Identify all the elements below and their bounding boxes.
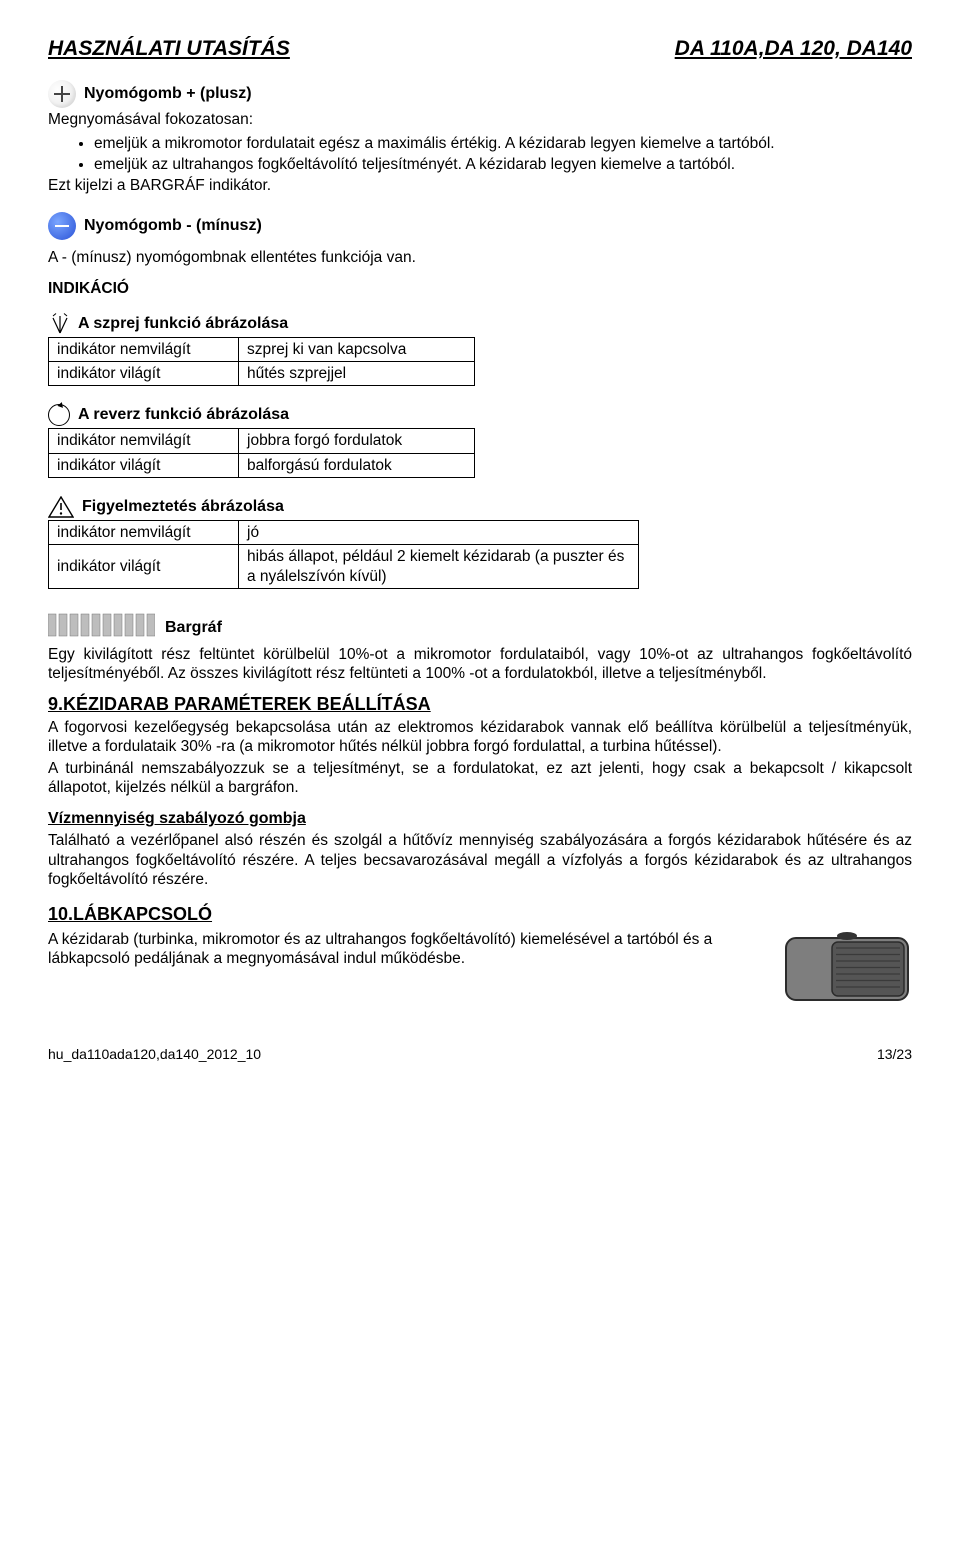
reverse-title: A reverz funkció ábrázolása	[78, 405, 289, 425]
minus-title: Nyomógomb - (mínusz)	[84, 216, 262, 236]
plus-item-1: emeljük az ultrahangos fogkőeltávolító t…	[94, 155, 912, 174]
spray-title: A szprej funkció ábrázolása	[78, 314, 288, 334]
spray-table: indikátor nemvilágítszprej ki van kapcso…	[48, 337, 475, 387]
warn-r1c1: indikátor nemvilágít	[49, 521, 239, 545]
reverse-icon	[48, 404, 70, 426]
plus-intro: Megnyomásával fokozatosan:	[48, 110, 912, 129]
doc-header-left: HASZNÁLATI UTASÍTÁS	[48, 36, 290, 62]
spray-r1c1: indikátor nemvilágít	[49, 337, 239, 361]
spray-icon	[48, 313, 72, 335]
doc-header-right: DA 110A,DA 120, DA140	[675, 36, 912, 62]
bargraf-text: Egy kivilágított rész feltüntet körülbel…	[48, 645, 912, 684]
footer-left: hu_da110ada120,da140_2012_10	[48, 1046, 261, 1064]
reverse-r2c1: indikátor világít	[49, 453, 239, 477]
plus-item-0: emeljük a mikromotor fordulatait egész a…	[94, 134, 912, 153]
reverse-table: indikátor nemvilágítjobbra forgó fordula…	[48, 428, 475, 478]
plus-title: Nyomógomb + (plusz)	[84, 84, 252, 104]
minus-line: A - (mínusz) nyomógombnak ellentétes fun…	[48, 248, 912, 267]
water-title: Vízmennyiség szabályozó gombja	[48, 809, 912, 829]
warn-r1c2: jó	[239, 521, 639, 545]
reverse-r2c2: balforgású fordulatok	[239, 453, 475, 477]
section9-p1: A fogorvosi kezelőegység bekapcsolása ut…	[48, 718, 912, 757]
plus-icon	[48, 80, 76, 108]
warn-table: indikátor nemvilágítjó indikátor világít…	[48, 520, 639, 589]
indication-heading: INDIKÁCIÓ	[48, 279, 912, 298]
bargraph-icon	[48, 613, 155, 642]
plus-note: Ezt kijelzi a BARGRÁF indikátor.	[48, 176, 912, 195]
section9-p2: A turbinánál nemszabályozzuk se a teljes…	[48, 759, 912, 798]
reverse-r1c2: jobbra forgó fordulatok	[239, 429, 475, 453]
minus-icon	[48, 212, 76, 240]
footswitch-image	[782, 930, 912, 1006]
spray-r1c2: szprej ki van kapcsolva	[239, 337, 475, 361]
section10-title: 10.LÁBKAPCSOLÓ	[48, 903, 912, 926]
section9-title: 9.KÉZIDARAB PARAMÉTEREK BEÁLLÍTÁSA	[48, 693, 912, 716]
warn-r2c1: indikátor világít	[49, 545, 239, 589]
spray-r2c2: hűtés szprejjel	[239, 361, 475, 385]
spray-r2c1: indikátor világít	[49, 361, 239, 385]
footer-right: 13/23	[877, 1046, 912, 1064]
plus-bullets: emeljük a mikromotor fordulatait egész a…	[48, 134, 912, 175]
warn-r2c2: hibás állapot, például 2 kiemelt kézidar…	[239, 545, 639, 589]
water-text: Található a vezérlőpanel alsó részén és …	[48, 831, 912, 889]
bargraf-title: Bargráf	[165, 618, 222, 638]
warning-icon	[48, 496, 74, 518]
warn-title: Figyelmeztetés ábrázolása	[82, 497, 284, 517]
reverse-r1c1: indikátor nemvilágít	[49, 429, 239, 453]
